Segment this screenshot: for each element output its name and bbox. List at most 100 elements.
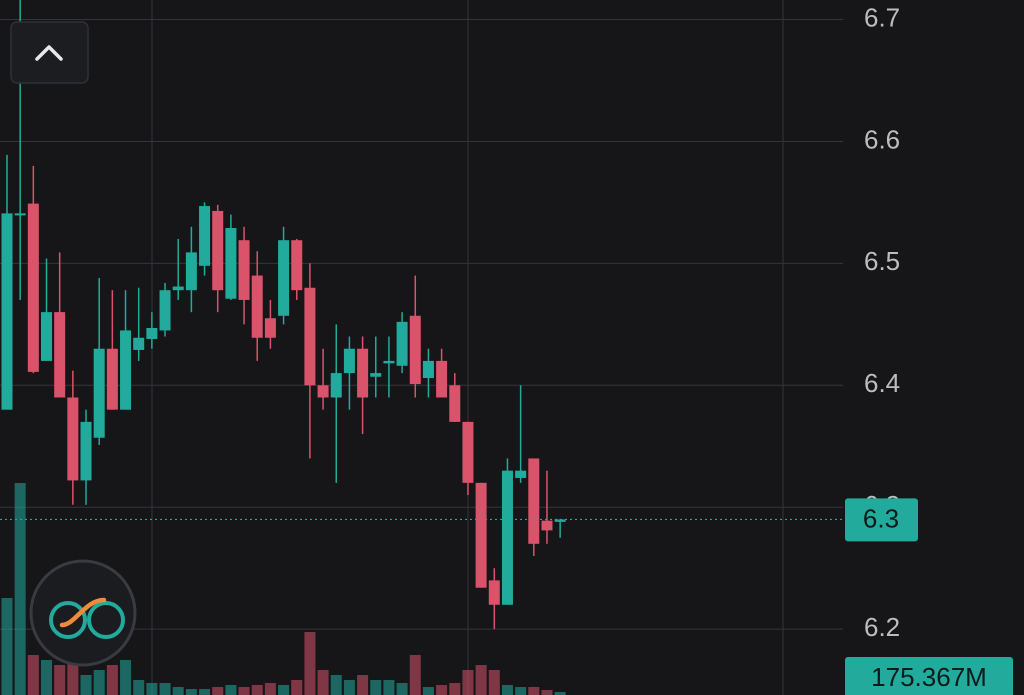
candle-body [106, 348, 118, 410]
y-tick-label: 6.7 [864, 2, 900, 32]
candle-body [278, 240, 290, 316]
candle-body [501, 470, 513, 605]
candle-body [383, 360, 395, 364]
candle-body [41, 312, 53, 361]
volume-bar [133, 680, 145, 695]
candle-body [330, 373, 342, 398]
candle-body [251, 275, 263, 338]
candle-body [396, 321, 408, 366]
volume-bar [462, 670, 474, 695]
last-price-label: 6.3 [863, 503, 899, 533]
volume-bar [409, 655, 421, 695]
volume-bar [436, 685, 448, 695]
volume-bar [475, 665, 487, 695]
candle-body [357, 348, 369, 398]
volume-bars [1, 483, 566, 695]
volume-bar [528, 687, 540, 695]
candle-body [120, 330, 132, 410]
volume-bar [14, 483, 26, 695]
candle-body [317, 385, 329, 398]
candle-body [27, 203, 39, 372]
volume-bar [199, 689, 211, 695]
candle-body [291, 240, 303, 291]
volume-label: 175.367M [871, 662, 987, 692]
volume-bar [80, 675, 92, 695]
volume-bar [1, 598, 13, 695]
volume-bar [541, 690, 553, 695]
app-logo-button[interactable] [29, 559, 137, 667]
chevron-up-icon[interactable] [35, 45, 63, 61]
candle-body [554, 519, 566, 522]
overlay: 6.3 175.367M [0, 498, 1013, 695]
candle-body [146, 327, 158, 339]
volume-bar [27, 655, 39, 695]
candle-body [449, 385, 461, 422]
volume-label-box [845, 657, 1013, 695]
candle-body [133, 337, 145, 350]
candle-body [475, 482, 487, 588]
candle-body [462, 421, 474, 483]
volume-bar [317, 670, 329, 695]
volume-bar [54, 665, 66, 695]
volume-bar [422, 687, 434, 695]
y-tick-label: 6.5 [864, 246, 900, 276]
candle-body [528, 458, 540, 544]
volume-bar [120, 660, 132, 695]
volume-bar [41, 660, 53, 695]
volume-bar [264, 683, 276, 695]
volume-bar [449, 683, 461, 695]
volume-bar [515, 687, 527, 695]
candle-body [541, 520, 553, 531]
candle-body [212, 210, 224, 291]
candle-body [93, 348, 105, 438]
volume-bar [554, 692, 566, 695]
logo-ring-left[interactable] [49, 601, 87, 639]
candle-body [370, 373, 382, 377]
volume-bar [278, 685, 290, 695]
volume-bar [67, 660, 79, 695]
volume-bar [370, 680, 382, 695]
volume-bar [396, 683, 408, 695]
candle-body [515, 470, 527, 478]
volume-bar [172, 687, 184, 695]
volume-bar [159, 683, 171, 695]
candle-body [488, 580, 500, 605]
candle-body [436, 360, 448, 398]
candle-body [80, 421, 92, 481]
candle-body [343, 348, 355, 374]
volume-bar [304, 632, 316, 695]
volume-bar [291, 680, 303, 695]
logo-ring-right[interactable] [87, 601, 125, 639]
volume-bar [238, 687, 250, 695]
candle-body [14, 213, 26, 216]
candle-body [67, 397, 79, 481]
volume-bar [488, 670, 500, 695]
y-tick-label: 6.4 [864, 368, 900, 398]
volume-bar [330, 675, 342, 695]
volume-bar [146, 683, 158, 695]
price-grid [0, 19, 843, 630]
volume-bar [212, 687, 224, 695]
candle-body [1, 213, 13, 410]
candle-body [159, 290, 171, 331]
collapse-button-frame[interactable] [10, 21, 89, 84]
candle-body [172, 286, 184, 291]
volume-bar [225, 685, 237, 695]
volume-bar [106, 665, 118, 695]
candle-body [409, 315, 421, 385]
volume-bar [357, 675, 369, 695]
candle-body [304, 287, 316, 386]
candle-body [225, 228, 237, 299]
logo-swoosh[interactable] [59, 597, 107, 628]
candle-body [422, 360, 434, 378]
candle-body [238, 240, 250, 300]
collapse-button[interactable] [10, 21, 89, 84]
last-price-box [845, 498, 918, 542]
volume-bar [343, 680, 355, 695]
y-tick-label: 6.6 [864, 124, 900, 154]
candle-body [185, 252, 197, 291]
candle-body [199, 206, 211, 266]
candles [1, 0, 566, 630]
candle-body [264, 318, 276, 338]
